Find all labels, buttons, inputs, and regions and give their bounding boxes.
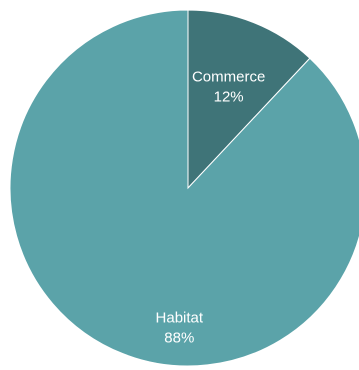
slice-value-commerce: 12% (214, 88, 244, 105)
slice-label-habitat: Habitat (156, 310, 204, 327)
pie-labels: Commerce 12% Habitat 88% (156, 68, 266, 346)
slice-value-habitat: 88% (164, 330, 194, 347)
slice-label-commerce: Commerce (192, 68, 265, 85)
pie-slices (9, 9, 359, 367)
pie-slice-habitat (9, 9, 359, 367)
pie-slice-commerce (187, 9, 311, 190)
